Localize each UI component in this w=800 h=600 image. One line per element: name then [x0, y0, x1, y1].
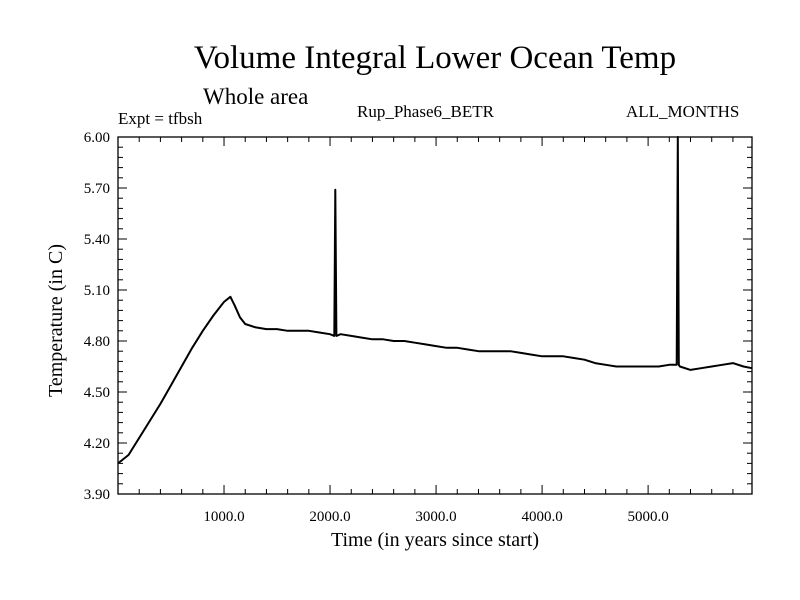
x-tick-label: 2000.0: [309, 509, 350, 525]
y-tick-label: 6.00: [84, 130, 110, 146]
x-tick-label: 4000.0: [521, 509, 562, 525]
series-line: [117, 136, 753, 465]
chart-subtitle: Whole area: [203, 84, 309, 109]
y-tick-label: 4.80: [84, 334, 110, 350]
y-tick-label: 4.20: [84, 436, 110, 452]
y-tick-label: 3.90: [84, 487, 110, 503]
y-tick-label: 4.50: [84, 385, 110, 401]
experiment-label: Expt = tfbsh: [118, 109, 203, 128]
y-tick-label: 5.40: [84, 232, 110, 248]
x-tick-label: 5000.0: [627, 509, 668, 525]
chart-title: Volume Integral Lower Ocean Temp: [193, 40, 677, 76]
run-label: Rup_Phase6_BETR: [357, 102, 494, 121]
plot-frame: [117, 136, 753, 495]
y-axis-label: Temperature (in C): [45, 244, 67, 397]
x-tick-label: 1000.0: [203, 509, 244, 525]
x-axis-label: Time (in years since start): [331, 529, 539, 551]
x-tick-label: 3000.0: [415, 509, 456, 525]
y-tick-label: 5.10: [84, 283, 110, 299]
tick-labels: 1000.0 2000.0 3000.0 4000.0 5000.0 3.90 4.20 4.…: [84, 130, 669, 525]
period-label: ALL_MONTHS: [626, 102, 740, 121]
y-tick-label: 5.70: [84, 181, 110, 197]
